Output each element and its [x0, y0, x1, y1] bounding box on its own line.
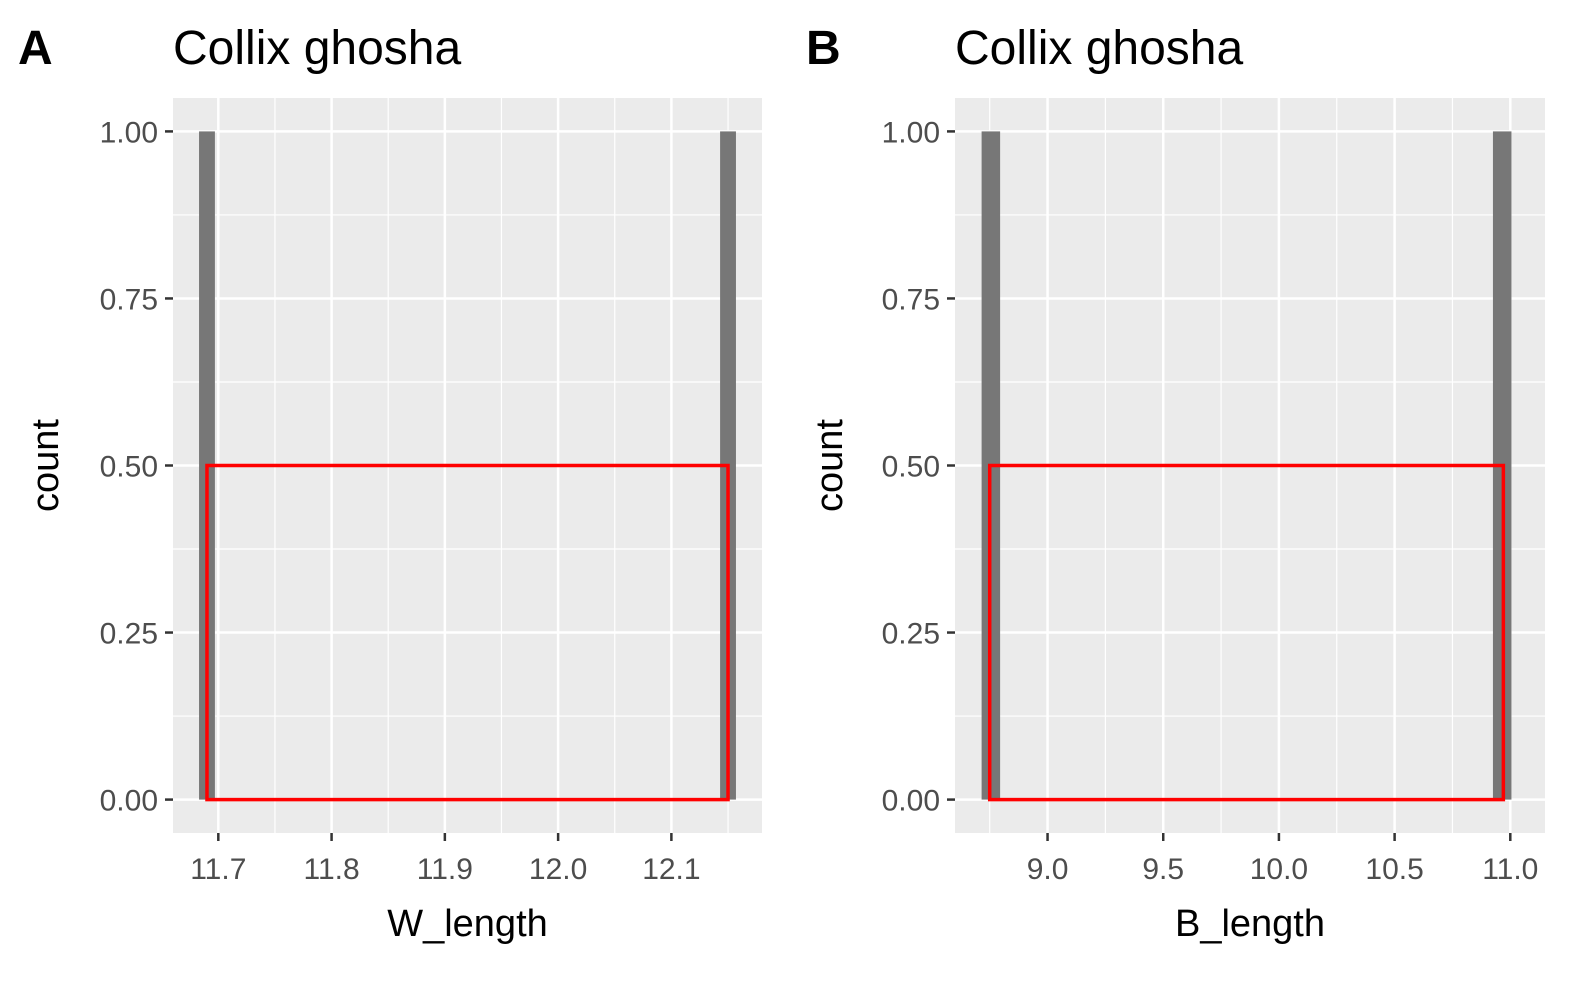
overlay-rectangle: [987, 463, 1506, 802]
x-tick-label: 11.9: [417, 853, 473, 886]
panel-tag: A: [18, 22, 53, 75]
y-tick-label: 0.25: [100, 618, 158, 651]
x-tick-label: 10.0: [1250, 853, 1308, 886]
overlay-rectangle: [205, 463, 730, 802]
chart-title: Collix ghosha: [173, 22, 461, 75]
x-tick-label: 11.7: [190, 853, 246, 886]
x-tick-label: 9.0: [1027, 853, 1069, 886]
y-tick-label: 0.00: [100, 785, 158, 818]
x-tick-label: 11.8: [303, 853, 359, 886]
x-tick-label: 11.0: [1482, 853, 1538, 886]
y-axis-label: count: [25, 419, 67, 512]
x-axis-label: W_length: [387, 903, 548, 945]
y-tick-label: 1.00: [100, 116, 158, 149]
y-tick-label: 0.50: [882, 451, 940, 484]
y-tick-label: 0.00: [882, 785, 940, 818]
y-tick-label: 0.75: [100, 283, 158, 316]
x-tick-label: 12.0: [529, 853, 587, 886]
x-tick-label: 9.5: [1142, 853, 1184, 886]
x-tick-label: 10.5: [1365, 853, 1423, 886]
y-tick-label: 1.00: [882, 116, 940, 149]
panel-tag: B: [806, 22, 841, 75]
y-axis-label: count: [809, 419, 851, 512]
chart-panel-a: A Collix ghosha 0.00 0.25 0.50 0.75 1.00 11.7 11…: [18, 22, 762, 945]
chart-panel-b: B Collix ghosha 0.00 0.25 0.50 0.75 1.00 9.0 9.5…: [806, 22, 1545, 945]
y-tick-label: 0.25: [882, 618, 940, 651]
y-tick-label: 0.50: [100, 451, 158, 484]
x-axis-label: B_length: [1175, 903, 1325, 945]
y-tick-label: 0.75: [882, 283, 940, 316]
x-tick-label: 12.1: [642, 853, 700, 886]
chart-title: Collix ghosha: [955, 22, 1243, 75]
